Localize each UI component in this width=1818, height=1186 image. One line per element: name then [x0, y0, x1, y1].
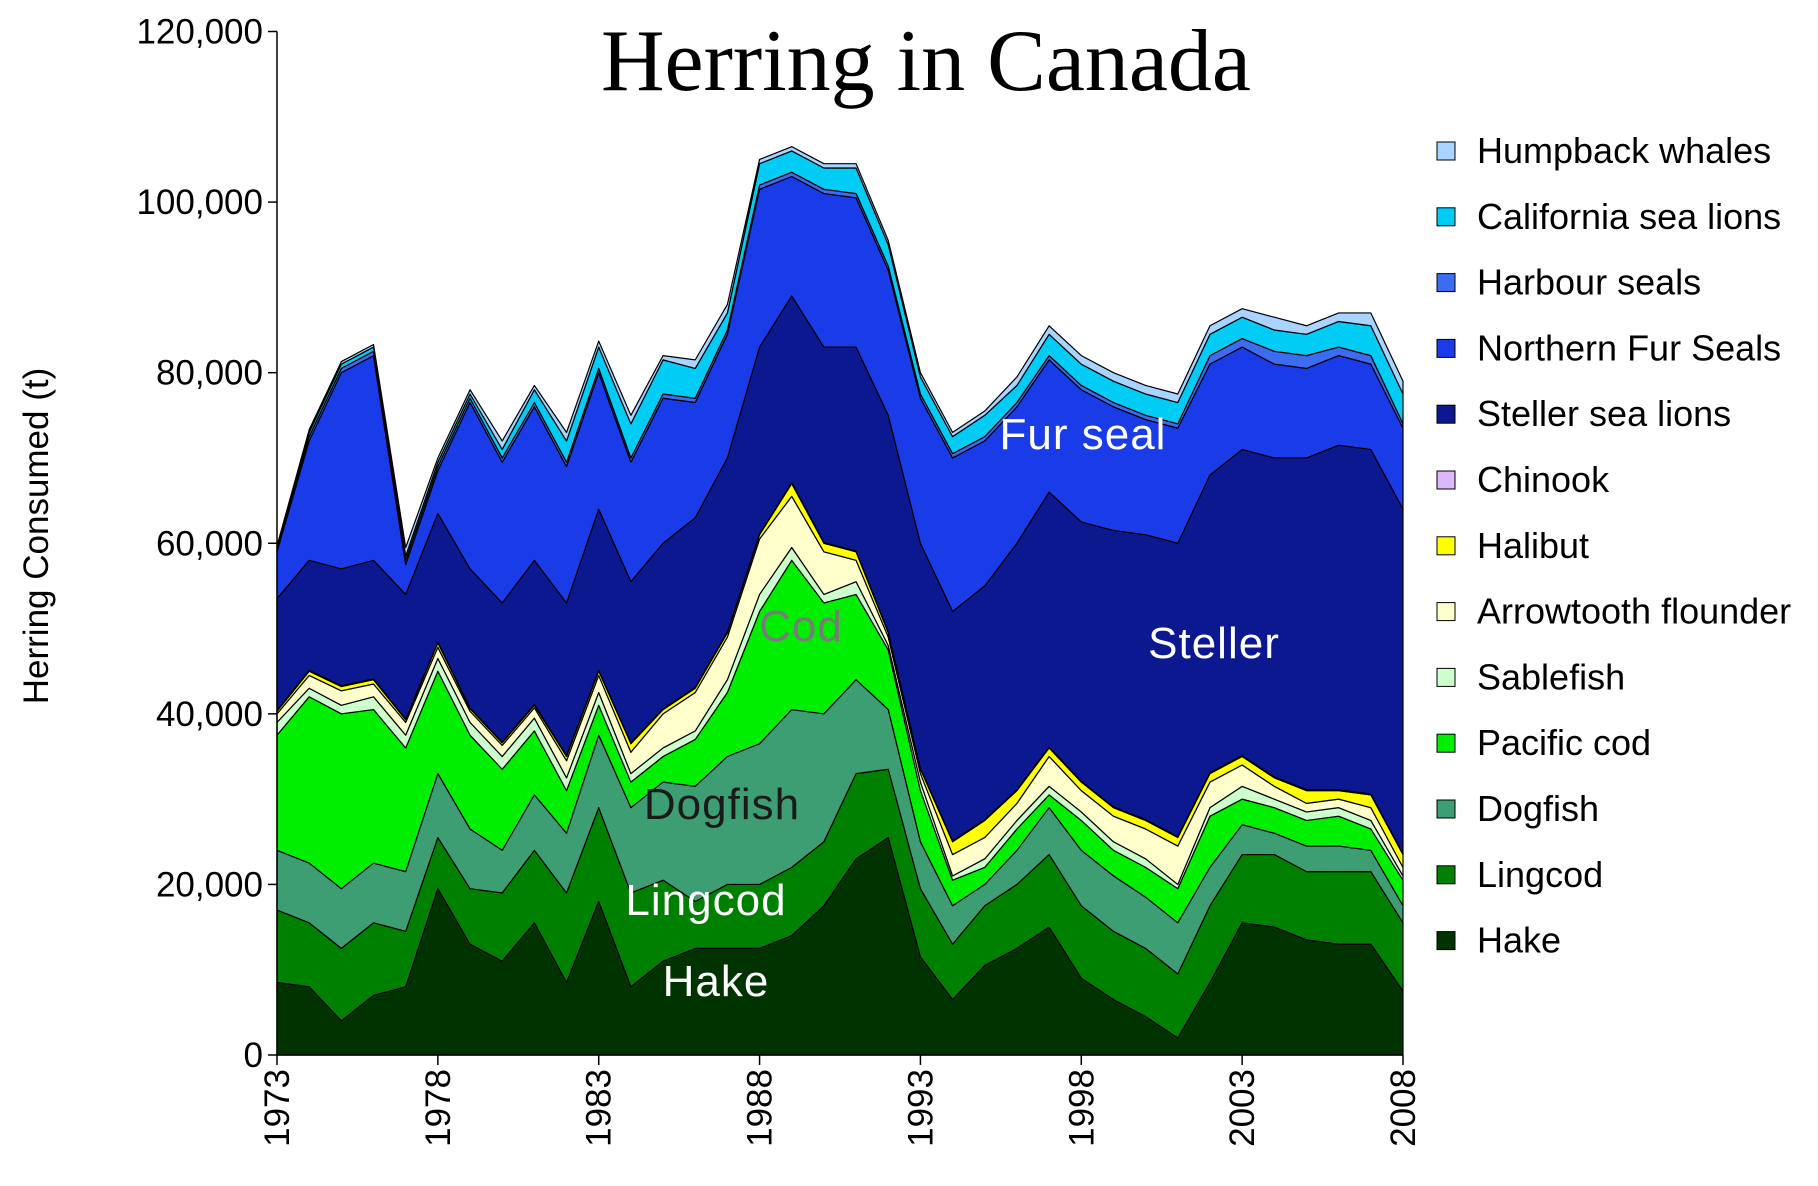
annotation: Cod: [759, 602, 843, 651]
legend-swatch: [1436, 865, 1456, 885]
y-tick-label: 120,000: [136, 13, 263, 52]
x-tick-label: 1983: [580, 1069, 619, 1147]
legend-swatch: [1436, 602, 1456, 622]
legend-text: Halibut: [1477, 525, 1589, 566]
y-tick-label: 40,000: [156, 695, 263, 734]
annotation: Dogfish: [644, 780, 800, 829]
annotation: Fur seal: [1000, 410, 1167, 459]
legend-swatch: [1436, 931, 1456, 951]
legend-swatch: [1436, 273, 1456, 293]
y-tick-label: 20,000: [156, 865, 263, 904]
legend-text: Dogfish: [1477, 788, 1599, 829]
legend-text: Chinook: [1477, 459, 1610, 500]
legend-swatch: [1436, 470, 1456, 490]
x-tick-label: 1978: [419, 1069, 458, 1147]
legend-text: Hake: [1477, 920, 1561, 961]
x-tick-label: 1988: [741, 1069, 780, 1147]
annotation: Hake: [663, 957, 770, 1006]
y-tick-label: 80,000: [156, 354, 263, 393]
legend-swatch: [1436, 207, 1456, 227]
y-axis-label: Herring Consumed (t): [17, 368, 56, 705]
legend-text: Pacific cod: [1477, 722, 1651, 763]
legend-text: California sea lions: [1477, 196, 1781, 237]
area: [276, 146, 1404, 557]
legend-text: Humpback whales: [1477, 130, 1771, 171]
annotation: Steller: [1148, 619, 1280, 668]
y-tick-label: 60,000: [156, 524, 263, 563]
legend-swatch: [1436, 404, 1456, 424]
x-tick-label: 1998: [1062, 1069, 1101, 1147]
x-tick-label: 1973: [258, 1069, 297, 1147]
legend-swatch: [1436, 799, 1456, 819]
annotation: Lingcod: [625, 876, 786, 925]
legend-text: Arrowtooth flounder: [1477, 591, 1791, 632]
legend-text: Steller sea lions: [1477, 393, 1731, 434]
legend-swatch: [1436, 667, 1456, 687]
legend-text: Harbour seals: [1477, 262, 1701, 303]
legend-swatch: [1436, 338, 1456, 358]
y-tick-label: 0: [244, 1036, 263, 1075]
legend-text: Lingcod: [1477, 854, 1603, 895]
chart-title: Herring in Canada: [601, 13, 1251, 110]
legend-swatch: [1436, 141, 1456, 161]
legend-swatch: [1436, 536, 1456, 556]
x-tick-label: 2003: [1223, 1069, 1262, 1147]
legend-text: Northern Fur Seals: [1477, 327, 1781, 368]
x-tick-label: 2008: [1384, 1069, 1423, 1147]
legend-text: Sablefish: [1477, 656, 1625, 697]
x-tick-label: 1993: [901, 1069, 940, 1147]
legend-swatch: [1436, 733, 1456, 753]
y-tick-label: 100,000: [136, 183, 263, 222]
